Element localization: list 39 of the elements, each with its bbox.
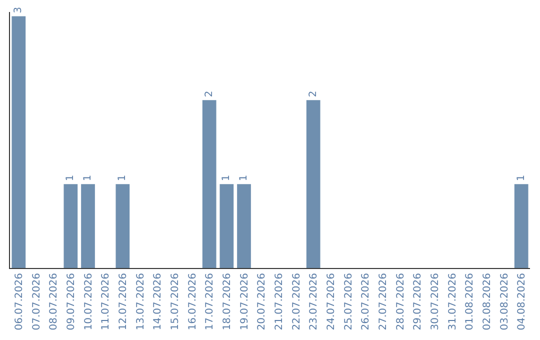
x-tick-label: 19.07.2026 [239, 273, 250, 330]
data-label: 1 [221, 174, 232, 182]
x-tick-label: 26.07.2026 [360, 273, 372, 330]
x-tick-label: 04.08.2026 [516, 273, 528, 330]
data-label: 1 [65, 174, 76, 182]
x-tick-label: 21.07.2026 [274, 273, 285, 330]
x-tick-label: 08.07.2026 [48, 273, 60, 330]
data-label: 3 [13, 6, 24, 14]
x-tick-label: 07.07.2026 [31, 273, 42, 330]
data-label: 1 [516, 174, 527, 182]
x-tick-label: 09.07.2026 [66, 273, 77, 330]
x-tick-label: 14.07.2026 [152, 273, 164, 330]
x-tick-label: 27.07.2026 [378, 273, 389, 330]
data-label: 1 [238, 174, 250, 182]
x-tick-label: 02.08.2026 [482, 273, 493, 330]
x-tick-label: 29.07.2026 [412, 273, 424, 330]
x-tick-label: 11.07.2026 [100, 273, 112, 330]
x-tick-label: 20.07.2026 [256, 273, 268, 330]
x-tick-label: 10.07.2026 [83, 273, 94, 330]
x-tick-label: 23.07.2026 [308, 273, 320, 330]
x-tick-label: 13.07.2026 [135, 273, 146, 330]
x-tick-label: 30.07.2026 [430, 273, 441, 330]
data-label: 1 [82, 174, 94, 182]
x-tick-label: 17.07.2026 [204, 273, 216, 330]
x-tick-label: 22.07.2026 [291, 273, 302, 330]
x-tick-label: 03.08.2026 [499, 273, 510, 330]
data-label: 2 [308, 90, 319, 98]
data-label: 1 [117, 174, 128, 182]
x-tick-label: 16.07.2026 [187, 273, 198, 330]
x-tick-label: 31.07.2026 [447, 273, 458, 330]
data-label: 2 [204, 90, 215, 98]
x-tick-label: 15.07.2026 [170, 273, 181, 330]
x-tick-label: 25.07.2026 [343, 273, 354, 330]
x-tick-label: 18.07.2026 [222, 273, 233, 330]
x-tick-label: 28.07.2026 [395, 273, 406, 330]
x-tick-label: 06.07.2026 [14, 273, 25, 330]
x-tick-label: 01.08.2026 [464, 273, 476, 330]
x-tick-label: 24.07.2026 [326, 273, 337, 330]
x-tick-label: 12.07.2026 [118, 273, 129, 330]
